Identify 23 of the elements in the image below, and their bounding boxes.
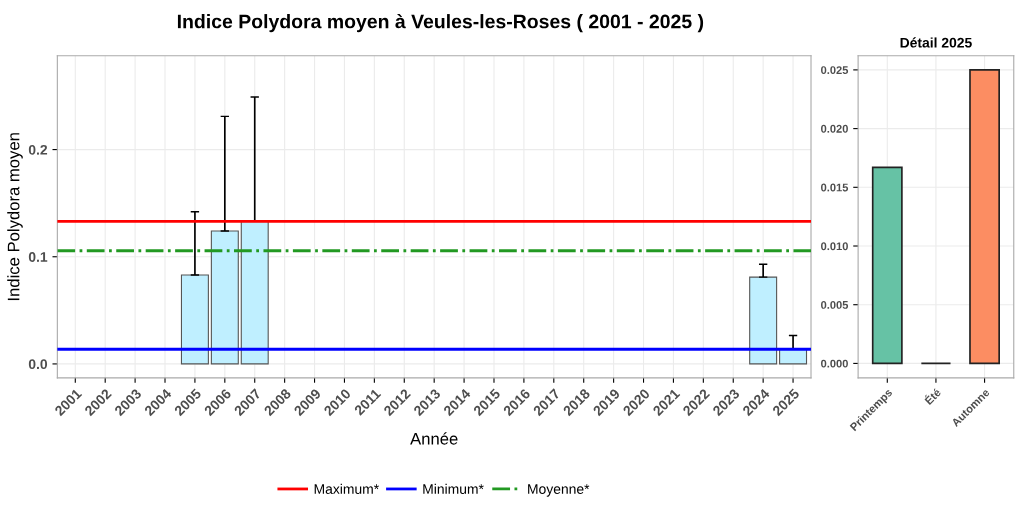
bar	[180, 274, 209, 365]
y-tick-label: 0.0	[28, 359, 48, 370]
bar	[240, 220, 269, 365]
legend-label: Moyenne*	[528, 484, 590, 497]
y-tick-label: 0.010	[821, 242, 848, 251]
x-axis-title: Année	[410, 432, 458, 445]
y-tick-label: 0.2	[28, 144, 48, 155]
y-tick-label: 0.005	[821, 300, 849, 309]
legend-label: Minimum*	[423, 483, 484, 494]
y-tick-label: 0.020	[821, 124, 848, 133]
y-tick-label: 0.025	[821, 66, 849, 75]
y-tick-label: 0.015	[821, 183, 849, 192]
y-tick-label: 0.000	[821, 359, 848, 368]
bar	[210, 230, 239, 365]
bar	[871, 166, 903, 365]
y-tick-label: 0.1	[28, 252, 48, 262]
chart-title: Détail 2025	[900, 37, 972, 48]
bar	[969, 69, 1001, 365]
y-axis-title: Indice Polydora moyen	[7, 133, 23, 301]
x-tick-label: Été	[922, 386, 942, 406]
bar	[749, 276, 778, 365]
legend-label: Maximum*	[314, 483, 379, 494]
chart-title: Indice Polydora moyen à Veules-les-Roses ( 2001 - 2025 )	[177, 13, 704, 33]
